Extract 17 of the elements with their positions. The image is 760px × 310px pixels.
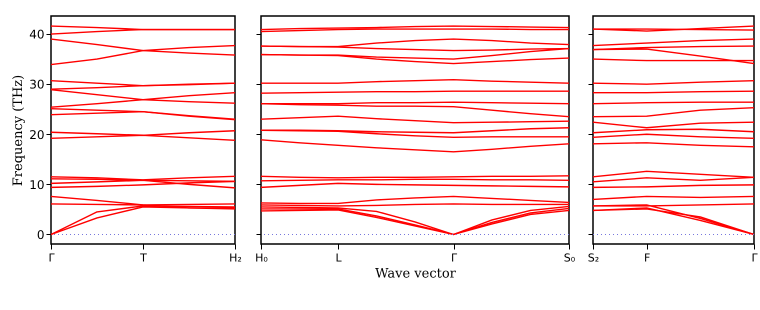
x-tick-label: L xyxy=(335,252,342,264)
y-tick-label: 0 xyxy=(36,228,44,242)
x-tick-label: S₀ xyxy=(564,252,576,264)
y-tick-label: 10 xyxy=(29,178,44,192)
y-tick-label: 40 xyxy=(29,28,44,42)
x-tick-label: F xyxy=(644,252,650,264)
x-tick-label: Γ xyxy=(48,252,56,264)
y-tick-label: 20 xyxy=(29,128,44,142)
x-tick-label: S₂ xyxy=(588,252,600,264)
y-axis-title: Frequency (THz) xyxy=(11,74,26,186)
x-tick-label: H₂ xyxy=(229,252,242,264)
x-tick-label: H₀ xyxy=(255,252,268,264)
x-tick-label: T xyxy=(139,252,148,264)
x-tick-label: Γ xyxy=(751,252,758,264)
y-tick-label: 30 xyxy=(29,78,44,92)
x-tick-label: Γ xyxy=(450,252,458,264)
x-axis-title: Wave vector xyxy=(375,266,457,282)
